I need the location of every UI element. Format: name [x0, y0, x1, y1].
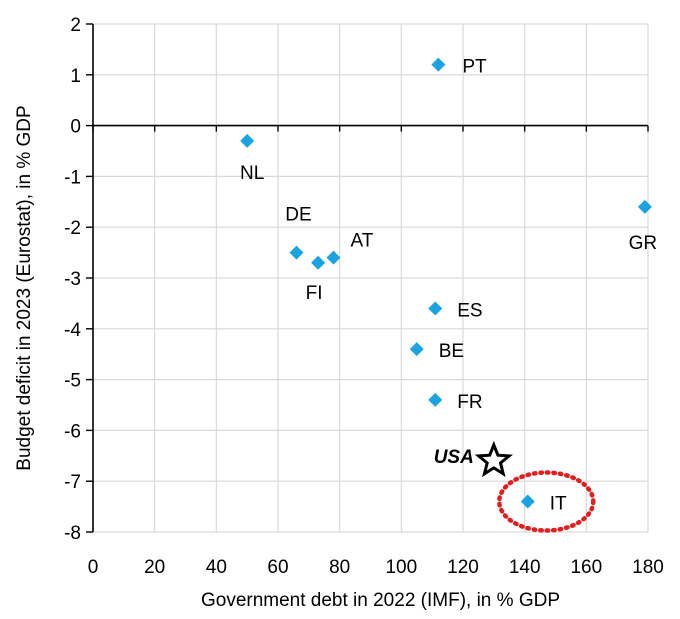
y-axis-label: Budget deficit in 2023 (Eurostat), in % …: [14, 105, 35, 470]
point-marker-gr: [637, 199, 652, 214]
x-tick-labels: 0 20 40 60 80 100 120 140 160 180: [88, 557, 664, 578]
x-tick-label: 100: [385, 557, 417, 578]
axes: [86, 23, 649, 533]
x-tick-label: 140: [509, 557, 541, 578]
point-marker-fr: [428, 392, 443, 407]
x-tick-label: 180: [632, 557, 664, 578]
gridlines: [93, 23, 649, 533]
y-tick-label: -7: [64, 472, 81, 493]
point-label-gr: GR: [629, 233, 658, 254]
usa-label: USA: [434, 447, 474, 468]
x-tick-label: 120: [447, 557, 479, 578]
x-tick-label: 20: [144, 557, 165, 578]
x-axis-label: Government debt in 2022 (IMF), in % GDP: [201, 590, 560, 611]
y-tick-label: -8: [64, 523, 81, 544]
point-label-fi: FI: [306, 283, 323, 304]
y-tick-label: 1: [70, 66, 81, 87]
point-marker-fi: [311, 255, 326, 270]
x-tick-label: 80: [329, 557, 350, 578]
point-label-at: AT: [351, 231, 374, 252]
y-tick-label: 0: [70, 117, 81, 138]
y-tick-label: -3: [64, 269, 81, 290]
y-tick-label: -4: [64, 320, 81, 341]
point-marker-it: [520, 494, 535, 509]
point-label-nl: NL: [240, 163, 264, 184]
y-tick-label: -1: [64, 167, 81, 188]
point-label-pt: PT: [462, 57, 487, 78]
point-label-de: DE: [285, 205, 311, 226]
point-label-be: BE: [439, 341, 464, 362]
x-tick-label: 60: [267, 557, 288, 578]
annotations: USA: [434, 440, 596, 533]
point-marker-be: [409, 342, 424, 357]
data-points: NL DE FI AT PT ES BE FR IT GR: [240, 57, 657, 515]
star-icon: [474, 440, 513, 478]
highlight-circle: [497, 470, 596, 533]
x-tick-label: 160: [570, 557, 602, 578]
y-tick-label: -6: [64, 421, 81, 442]
point-marker-pt: [431, 57, 446, 72]
point-marker-at: [326, 250, 341, 265]
point-label-es: ES: [457, 300, 482, 321]
y-tick-label: -5: [64, 371, 81, 392]
y-tick-label: 2: [70, 15, 81, 36]
y-tick-labels: 2 1 0 -1 -2 -3 -4 -5 -6 -7 -8: [64, 15, 81, 544]
y-tick-label: -2: [64, 218, 81, 239]
x-tick-label: 0: [88, 557, 99, 578]
x-tick-label: 40: [206, 557, 227, 578]
point-marker-nl: [240, 133, 255, 148]
point-marker-de: [289, 245, 304, 260]
point-label-fr: FR: [457, 392, 482, 413]
point-marker-es: [428, 301, 443, 316]
point-label-it: IT: [550, 494, 567, 515]
